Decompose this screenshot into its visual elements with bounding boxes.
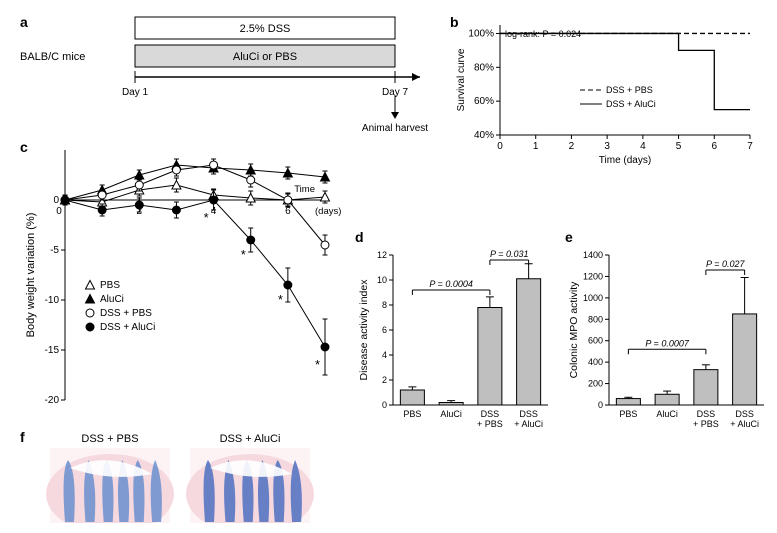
svg-text:6: 6 bbox=[712, 141, 718, 152]
panel-a-label: a bbox=[20, 14, 28, 30]
svg-text:*: * bbox=[278, 292, 283, 307]
svg-text:6: 6 bbox=[382, 325, 387, 335]
svg-text:1000: 1000 bbox=[583, 293, 603, 303]
svg-text:*: * bbox=[241, 247, 246, 262]
svg-text:(days): (days) bbox=[315, 206, 341, 217]
panel-d-label: d bbox=[355, 229, 364, 245]
day1-label: Day 1 bbox=[122, 87, 149, 98]
svg-text:0: 0 bbox=[382, 400, 387, 410]
histo-title-1: DSS + PBS bbox=[81, 433, 138, 445]
panel-c-plot: -20-15-10-500246Time(days)Body weight va… bbox=[25, 150, 341, 406]
panel-c: c -20-15-10-500246Time(days)Body weight … bbox=[20, 139, 341, 406]
svg-text:+ PBS: + PBS bbox=[693, 419, 719, 429]
panel-c-label: c bbox=[20, 139, 28, 155]
panel-e-label: e bbox=[565, 229, 573, 245]
svg-text:DSS: DSS bbox=[735, 409, 754, 419]
svg-text:100%: 100% bbox=[468, 28, 494, 39]
panel-b-plot: 40% 60% 80% 100% 0 1 2 3 4 5 6 7 Time (days) Survival… bbox=[456, 25, 753, 166]
svg-text:3: 3 bbox=[604, 141, 610, 152]
svg-text:-10: -10 bbox=[45, 295, 60, 306]
svg-text:+ PBS: + PBS bbox=[477, 419, 503, 429]
svg-text:DSS: DSS bbox=[697, 409, 716, 419]
svg-text:+ AluCi: + AluCi bbox=[730, 419, 759, 429]
histo-title-2: DSS + AluCi bbox=[220, 433, 281, 445]
svg-text:8: 8 bbox=[382, 300, 387, 310]
svg-text:Body weight variation (%): Body weight variation (%) bbox=[25, 213, 37, 338]
svg-text:PBS: PBS bbox=[100, 280, 120, 291]
histology-image-2 bbox=[186, 448, 314, 523]
mouse-label: BALB/C mice bbox=[20, 51, 85, 63]
svg-text:2: 2 bbox=[569, 141, 575, 152]
svg-text:5: 5 bbox=[676, 141, 682, 152]
svg-text:+ AluCi: + AluCi bbox=[514, 419, 543, 429]
panel-d-plot: 0 2 4 6 8 10 12 Disease activity index PBS AluCi D… bbox=[358, 249, 548, 429]
svg-text:60%: 60% bbox=[474, 96, 494, 107]
svg-text:800: 800 bbox=[588, 314, 603, 324]
svg-text:PBS: PBS bbox=[403, 409, 421, 419]
timeline-arrow bbox=[412, 73, 420, 81]
svg-text:*: * bbox=[315, 357, 320, 372]
svg-text:6: 6 bbox=[285, 206, 291, 217]
svg-text:1200: 1200 bbox=[583, 271, 603, 281]
svg-text:P = 0.031: P = 0.031 bbox=[490, 249, 528, 259]
svg-text:4: 4 bbox=[640, 141, 646, 152]
svg-text:DSS + AluCi: DSS + AluCi bbox=[606, 99, 656, 109]
panel-f: f DSS + PBS DSS + AluCi bbox=[20, 429, 314, 523]
svg-text:AluCi: AluCi bbox=[100, 294, 124, 305]
svg-text:4: 4 bbox=[382, 350, 387, 360]
svg-text:DSS + PBS: DSS + PBS bbox=[100, 308, 152, 319]
svg-text:1: 1 bbox=[533, 141, 539, 152]
svg-text:10: 10 bbox=[377, 275, 387, 285]
svg-text:0: 0 bbox=[598, 400, 603, 410]
svg-text:-20: -20 bbox=[45, 395, 60, 406]
svg-text:0: 0 bbox=[53, 195, 59, 206]
dss-box-text: 2.5% DSS bbox=[240, 23, 291, 35]
svg-text:600: 600 bbox=[588, 336, 603, 346]
svg-text:*: * bbox=[204, 210, 209, 225]
panel-f-label: f bbox=[20, 429, 25, 445]
panel-a: a 2.5% DSS AluCi or PBS BALB/C mice Day … bbox=[20, 14, 428, 134]
svg-text:200: 200 bbox=[588, 379, 603, 389]
svg-text:DSS + PBS: DSS + PBS bbox=[606, 85, 653, 95]
svg-text:0: 0 bbox=[56, 206, 62, 217]
svg-text:AluCi: AluCi bbox=[440, 409, 462, 419]
svg-text:80%: 80% bbox=[474, 62, 494, 73]
svg-text:log-rank: P = 0.024: log-rank: P = 0.024 bbox=[505, 29, 581, 39]
harvest-label: Animal harvest bbox=[362, 123, 428, 134]
svg-text:400: 400 bbox=[588, 357, 603, 367]
svg-text:P = 0.027: P = 0.027 bbox=[706, 259, 745, 269]
treat-box-text: AluCi or PBS bbox=[233, 51, 297, 63]
svg-text:-5: -5 bbox=[50, 245, 59, 256]
svg-text:-15: -15 bbox=[45, 345, 60, 356]
svg-text:DSS: DSS bbox=[481, 409, 500, 419]
panel-b: b 40% 60% 80% 100% 0 1 2 3 4 5 6 7 Time (days) Surviv… bbox=[450, 14, 753, 166]
svg-text:Survival curve: Survival curve bbox=[456, 48, 467, 111]
svg-text:0: 0 bbox=[497, 141, 503, 152]
svg-text:AluCi: AluCi bbox=[656, 409, 678, 419]
panel-d: d 0 2 4 6 8 10 12 Disease activity index PBS AluC… bbox=[355, 229, 548, 429]
svg-text:2: 2 bbox=[382, 375, 387, 385]
svg-text:40%: 40% bbox=[474, 130, 494, 141]
svg-text:Colonic MPO activity: Colonic MPO activity bbox=[568, 281, 580, 379]
harvest-arrow bbox=[391, 112, 399, 119]
figure-svg: a 2.5% DSS AluCi or PBS BALB/C mice Day … bbox=[10, 10, 767, 523]
svg-text:DSS: DSS bbox=[519, 409, 538, 419]
svg-text:1400: 1400 bbox=[583, 250, 603, 260]
svg-text:DSS + AluCi: DSS + AluCi bbox=[100, 322, 155, 333]
panel-b-label: b bbox=[450, 14, 459, 30]
svg-text:Time (days): Time (days) bbox=[599, 155, 651, 166]
svg-text:Time: Time bbox=[294, 184, 315, 195]
panel-e: e 0 200 400 600 800 1000 1200 1400 Colonic MPO a… bbox=[565, 229, 764, 429]
histology-image-1 bbox=[46, 448, 174, 523]
svg-text:7: 7 bbox=[747, 141, 753, 152]
svg-text:P = 0.0007: P = 0.0007 bbox=[645, 338, 689, 348]
svg-text:12: 12 bbox=[377, 250, 387, 260]
svg-text:PBS: PBS bbox=[619, 409, 637, 419]
svg-text:Disease activity index: Disease activity index bbox=[358, 279, 370, 381]
svg-text:P = 0.0004: P = 0.0004 bbox=[429, 279, 472, 289]
panel-e-plot: 0 200 400 600 800 1000 1200 1400 Colonic MPO act… bbox=[568, 250, 764, 429]
